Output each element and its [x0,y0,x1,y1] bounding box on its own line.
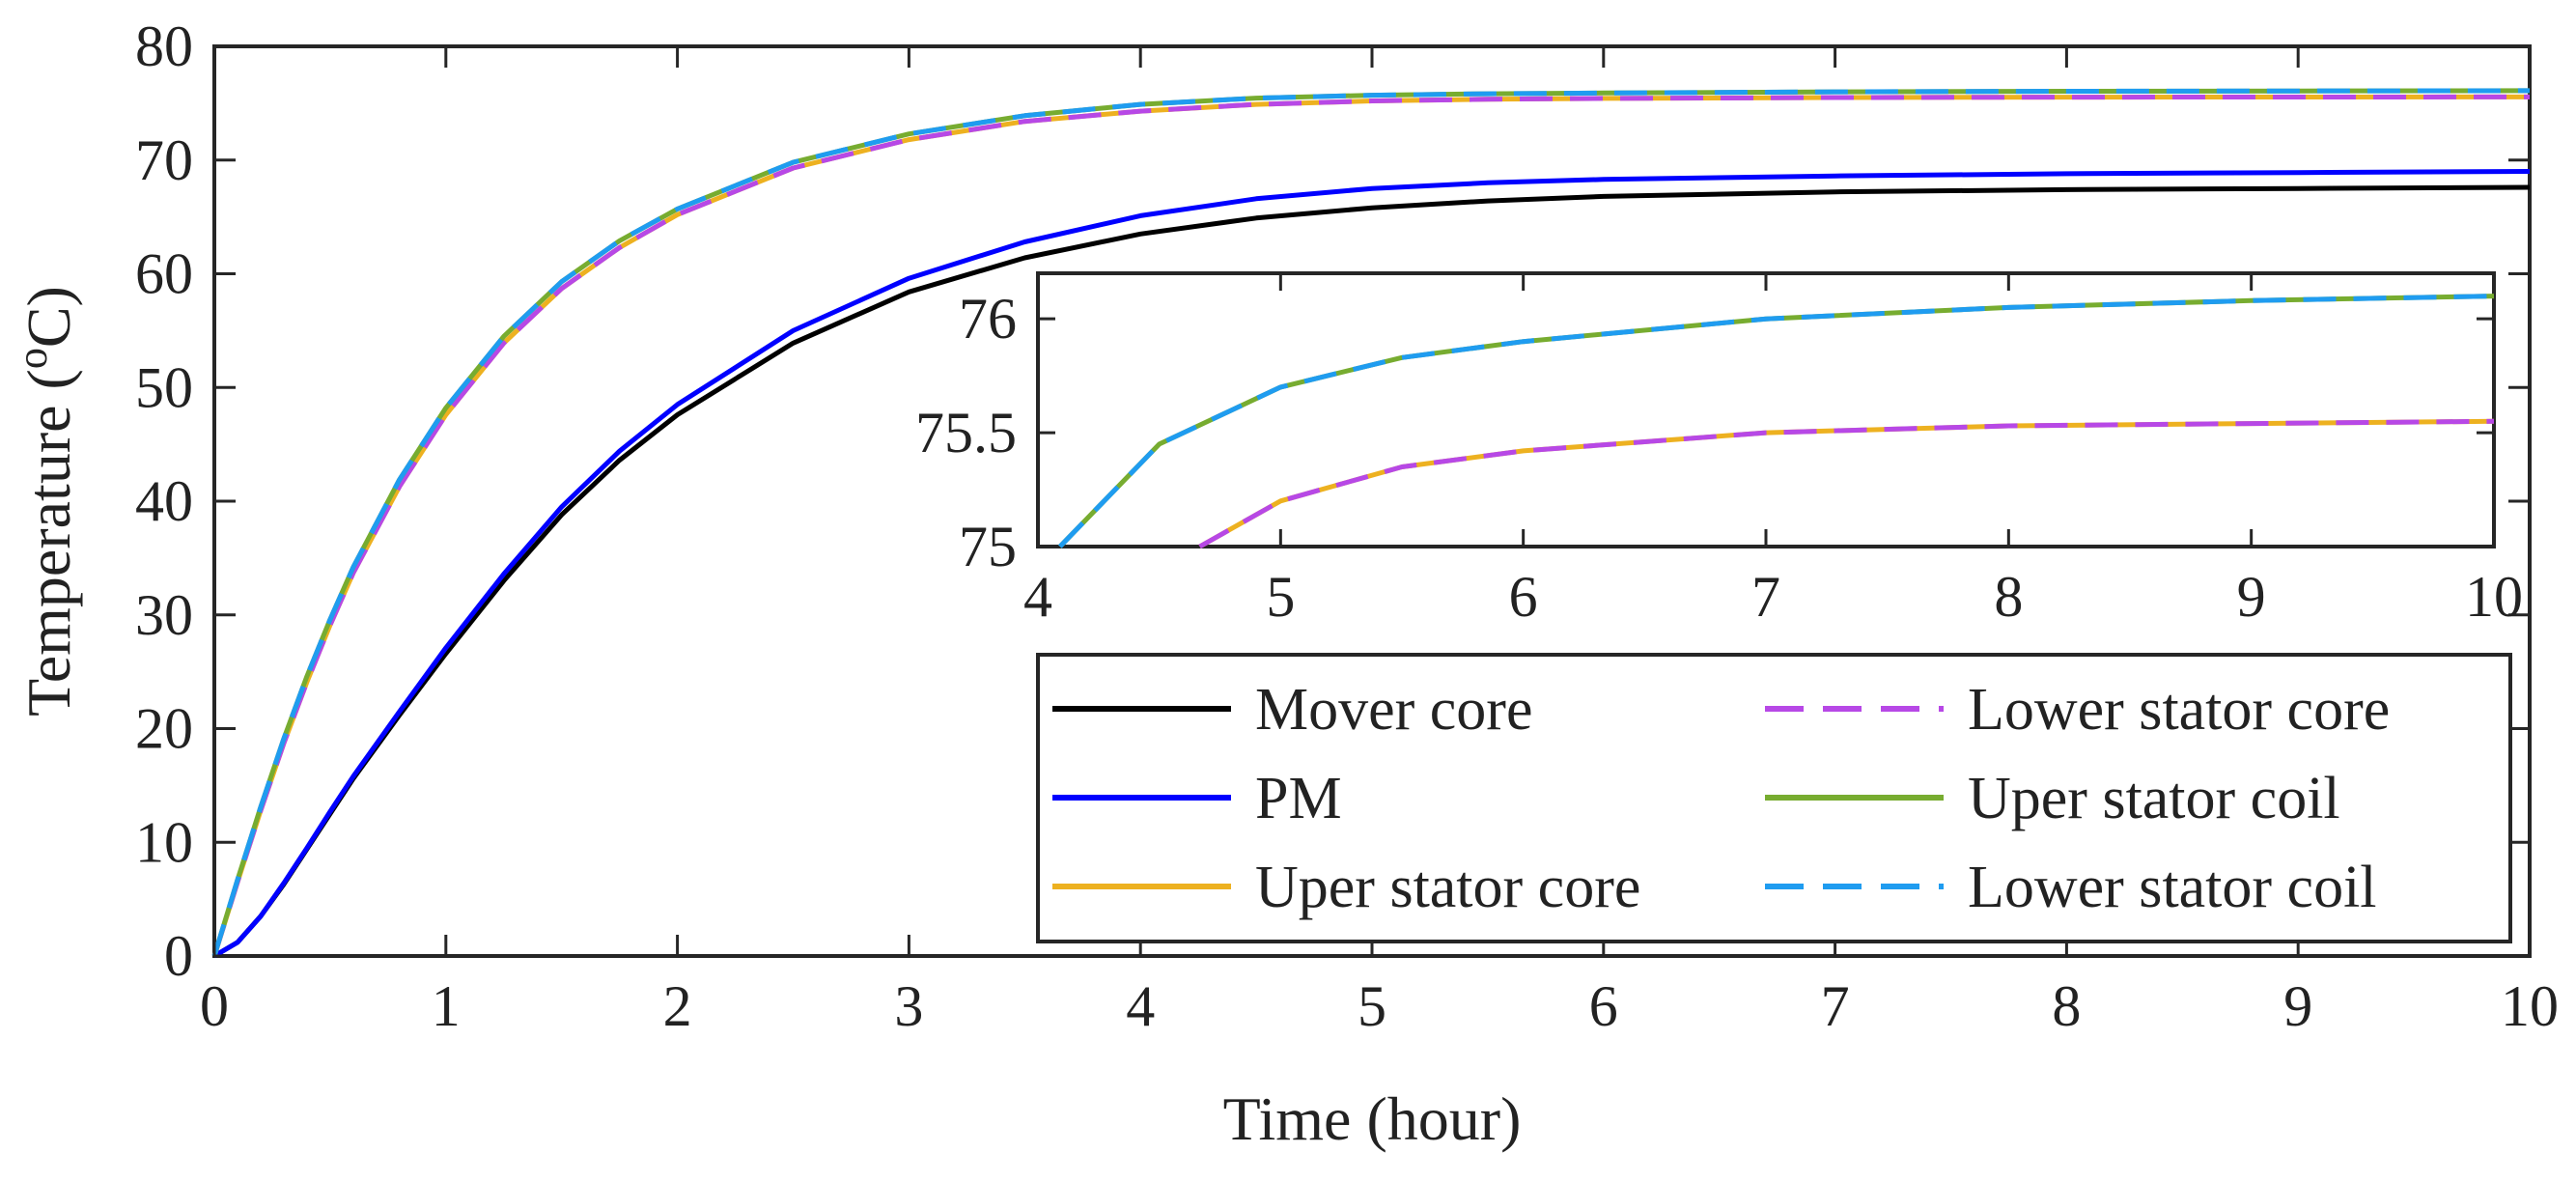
inset-y-tick-label: 76 [959,287,1017,351]
inset-x-tick-label: 7 [1751,565,1780,629]
y-tick-label: 0 [164,924,193,988]
y-tick-label: 10 [135,810,193,874]
legend-item-lower-stator-core: Lower stator core [1765,677,2390,743]
x-tick-label: 10 [2501,974,2559,1038]
inset-axes-box [1036,271,2496,548]
inset-x-tick-label: 8 [1994,565,2023,629]
inset-x-tick-label: 10 [2465,565,2523,629]
legend-label: Lower stator coil [1968,855,2377,920]
y-tick-label: 20 [135,697,193,761]
inset-x-tick-label: 9 [2237,565,2266,629]
x-tick-label: 0 [200,974,229,1038]
x-tick-label: 7 [1821,974,1850,1038]
y-tick-label: 40 [135,469,193,533]
x-tick-label: 3 [894,974,923,1038]
legend-items: Mover core PM Uper stator core Lower stator… [1052,677,2390,920]
inset-line-lower-stator-coil [1058,294,2495,548]
x-tick-label: 8 [2052,974,2081,1038]
legend-item-uper-stator-coil: Uper stator coil [1765,766,2340,831]
y-tick-label: 30 [135,583,193,647]
x-tick-label: 9 [2283,974,2312,1038]
series-line-pm [212,169,2531,959]
y-tick-label: 50 [135,355,193,419]
series-line-lower-stator-coil [211,88,2531,957]
legend-label: Uper stator core [1255,855,1640,920]
legend-item-lower-stator-coil: Lower stator coil [1765,855,2377,920]
x-tick-label: 2 [663,974,692,1038]
inset-plot-area: 4 5 6 7 8 9 10 75 75.5 76 [915,271,2523,629]
main-series-lines [211,88,2531,959]
y-axis-title-superscript: o [9,348,56,369]
inset-y-tick-label: 75.5 [915,401,1017,464]
y-axis-title-main: Temperature ( [14,369,83,717]
legend-label: Uper stator coil [1968,766,2340,831]
y-axis-title-unit: C) [14,286,83,348]
legend-item-mover-core: Mover core [1052,677,1532,743]
inset-y-tick-label: 75 [959,515,1017,578]
y-tick-label: 80 [135,14,193,78]
main-axis-ticks: 0 1 2 3 4 5 6 7 8 9 10 0 10 20 30 40 50 60 70 80 [135,14,2559,1038]
y-tick-label: 60 [135,242,193,306]
x-tick-label: 6 [1589,974,1618,1038]
inset-axis-ticks: 4 5 6 7 8 9 10 75 75.5 76 [915,273,2523,629]
legend-label: PM [1255,766,1342,831]
y-tick-label: 70 [135,128,193,192]
legend-label: Lower stator core [1968,677,2390,743]
inset-x-tick-label: 6 [1509,565,1538,629]
inset-x-tick-label: 4 [1023,565,1052,629]
x-tick-label: 1 [432,974,461,1038]
legend-item-uper-stator-core: Uper stator core [1052,855,1640,920]
chart-legend: Mover core PM Uper stator core Lower stator… [1036,653,2512,943]
y-axis-title: Temperature (oC) [9,286,83,717]
x-tick-label: 5 [1358,974,1386,1038]
legend-label: Mover core [1255,677,1532,743]
legend-item-pm: PM [1052,766,1342,831]
x-tick-label: 4 [1126,974,1155,1038]
x-axis-title: Time (hour) [1223,1084,1522,1153]
inset-series-lines [1058,294,2495,549]
inset-x-tick-label: 5 [1266,565,1295,629]
inset-line-lower-stator-core [1198,418,2495,549]
